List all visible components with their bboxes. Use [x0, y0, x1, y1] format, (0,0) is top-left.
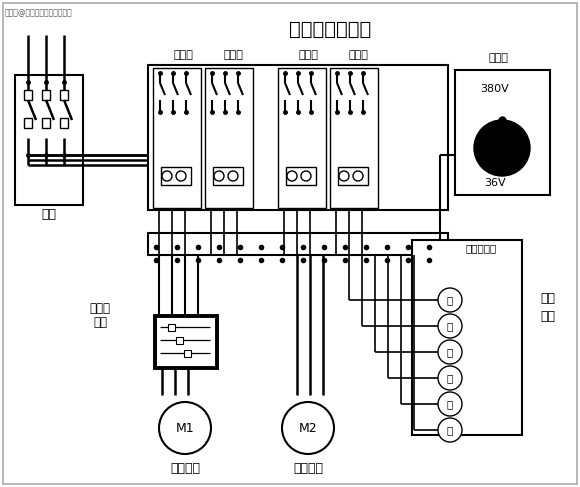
Bar [148, 65, 448, 210]
Circle shape [162, 171, 172, 181]
Bar [168, 324, 175, 331]
Text: 上: 上 [447, 347, 453, 357]
Circle shape [438, 340, 462, 364]
Text: 下: 下 [447, 373, 453, 383]
Text: 断火限: 断火限 [89, 301, 111, 315]
Bar [24, 118, 32, 128]
Text: 左: 左 [447, 399, 453, 409]
Bar [412, 240, 522, 435]
Circle shape [438, 366, 462, 390]
Text: 变压器: 变压器 [488, 53, 508, 63]
Circle shape [353, 171, 363, 181]
Bar [15, 75, 83, 205]
Bar [176, 337, 183, 344]
Text: 接触器: 接触器 [348, 50, 368, 60]
Circle shape [438, 288, 462, 312]
Text: 操作: 操作 [541, 292, 556, 304]
Text: 接触器: 接触器 [173, 50, 193, 60]
Text: 绿: 绿 [447, 295, 453, 305]
Text: 手柄: 手柄 [541, 310, 556, 322]
Text: 接线端子排: 接线端子排 [465, 243, 496, 253]
Circle shape [159, 402, 211, 454]
Circle shape [438, 392, 462, 416]
Bar [278, 68, 326, 208]
Text: 升降电机: 升降电机 [170, 462, 200, 474]
Text: 搜狐号@北京猎鹰国际重工机械: 搜狐号@北京猎鹰国际重工机械 [5, 8, 72, 17]
Circle shape [438, 418, 462, 442]
Circle shape [438, 314, 462, 338]
Bar [330, 68, 378, 208]
Circle shape [176, 171, 186, 181]
Bar [60, 90, 68, 100]
Bar [213, 167, 243, 185]
Text: 红: 红 [447, 321, 453, 331]
Text: 行走电机: 行走电机 [293, 462, 323, 474]
Circle shape [474, 120, 530, 176]
Circle shape [339, 171, 349, 181]
Bar [148, 233, 448, 255]
Circle shape [301, 171, 311, 181]
Bar [286, 167, 316, 185]
Bar [338, 167, 368, 185]
Circle shape [282, 402, 334, 454]
Bar [455, 70, 550, 195]
Bar [42, 90, 50, 100]
Bar [24, 90, 32, 100]
Bar [42, 118, 50, 128]
Text: 380V: 380V [481, 84, 509, 94]
Bar [205, 68, 253, 208]
Circle shape [228, 171, 238, 181]
Circle shape [287, 171, 297, 181]
Text: 右: 右 [447, 425, 453, 435]
Circle shape [214, 171, 224, 181]
Text: M2: M2 [299, 422, 317, 434]
Text: 位器: 位器 [93, 316, 107, 329]
Text: 闸刀: 闸刀 [42, 208, 56, 222]
Text: 接触器: 接触器 [298, 50, 318, 60]
Text: 电动葫芦接线图: 电动葫芦接线图 [289, 20, 371, 39]
Text: M1: M1 [176, 422, 194, 434]
Bar [60, 118, 68, 128]
Text: 36V: 36V [484, 178, 506, 188]
Bar [155, 316, 217, 368]
Bar [161, 167, 191, 185]
Text: 接触器: 接触器 [223, 50, 243, 60]
Bar [184, 350, 191, 357]
Bar [153, 68, 201, 208]
